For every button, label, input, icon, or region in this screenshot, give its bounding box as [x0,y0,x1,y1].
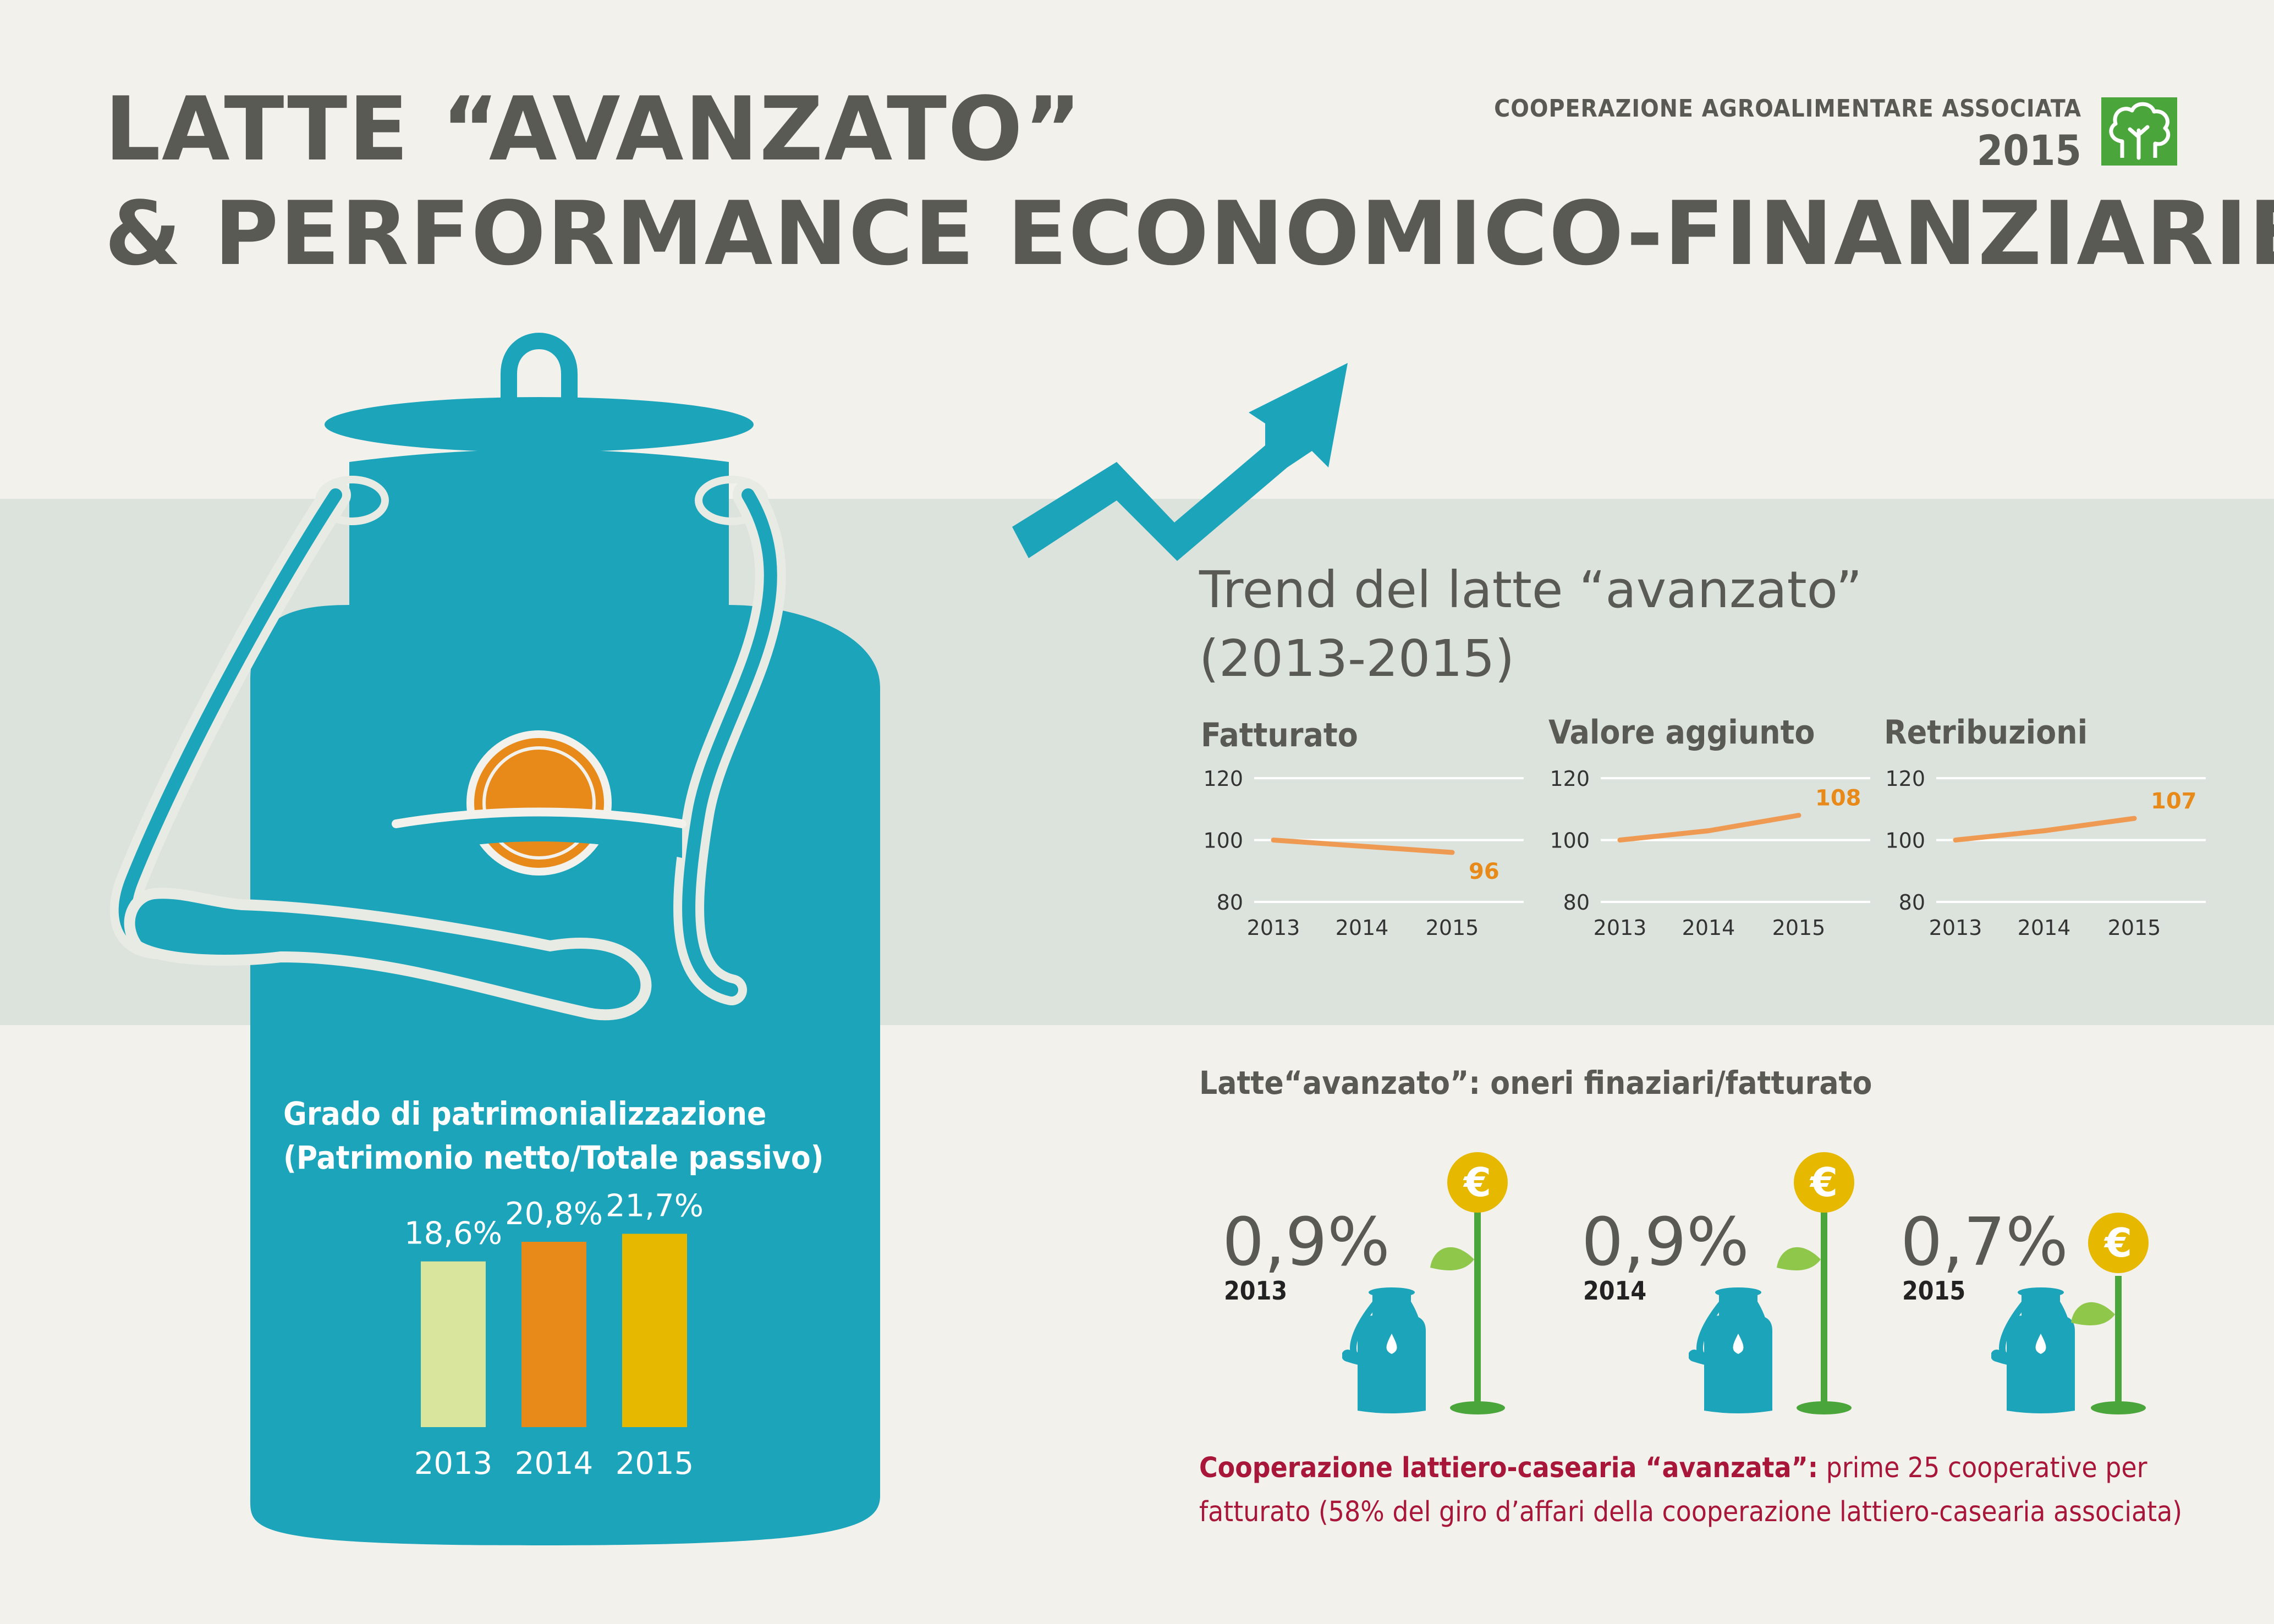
bar-category-label: 2013 [414,1446,493,1482]
svg-text:€: € [2103,1220,2132,1266]
x-tick-label: 2014 [1336,916,1389,940]
can-coin-plant-icon-2014: € [1689,1152,1854,1414]
oneri-year-2015: 2015 [1902,1276,1966,1306]
capitalization-label-line-1: Grado di patrimonializzazione [283,1095,767,1132]
x-tick-label: 2015 [1772,916,1826,940]
mini-can-icon [1991,1287,2075,1413]
data-label: 108 [1815,786,1861,811]
organization-block: COOPERAZIONE AGROALIMENTARE ASSOCIATA 20… [1494,95,2081,175]
title-line-2: & PERFORMANCE ECONOMICO-FINANZIARIE [105,182,2274,285]
x-tick-label: 2014 [2018,916,2071,940]
chart-title-valore-aggiunto: Valore aggiunto [1548,713,1815,752]
y-tick-label: 80 [1899,890,1925,915]
footnote-bold: Cooperazione lattiero-casearia “avanzata… [1199,1452,1819,1484]
coin-plant-icon: € [1777,1152,1854,1414]
y-tick-label: 120 [1550,767,1590,791]
milk-can-illustration [109,333,880,1545]
y-tick-label: 100 [1203,829,1243,853]
title-line-1: LATTE “AVANZATO” [105,78,1083,180]
page-title: LATTE “AVANZATO” & PERFORMANCE ECONOMICO… [105,77,2274,286]
bar-category-label: 2015 [616,1446,694,1482]
organization-year: 2015 [1976,126,2081,175]
x-tick-label: 2013 [1247,916,1300,940]
x-tick-label: 2013 [1929,916,1982,940]
coin-plant-icon: € [2071,1213,2149,1414]
mini-can-icon [1342,1287,1426,1413]
oneri-year-2014: 2014 [1583,1276,1647,1306]
trend-title-line-2: (2013-2015) [1199,629,1515,688]
can-coin-plant-icon-2013: € [1342,1152,1508,1414]
y-tick-label: 100 [1885,829,1925,853]
data-label: 96 [1469,859,1499,884]
organization-name: COOPERAZIONE AGROALIMENTARE ASSOCIATA [1494,95,2081,123]
bar [421,1261,486,1427]
capitalization-label: Grado di patrimonializzazione (Patrimoni… [283,1092,824,1180]
x-tick-label: 2014 [1682,916,1735,940]
y-tick-label: 120 [1885,767,1925,791]
chart-title-retribuzioni: Retribuzioni [1884,713,2088,752]
y-tick-label: 80 [1563,890,1590,915]
footnote-text: prime 25 cooperative per fatturato (58% … [1199,1452,2183,1528]
oneri-value-2013: 0,9% [1222,1204,1390,1281]
series-line [1953,816,2137,843]
trend-title-line-1: Trend del latte “avanzato” [1199,560,1863,619]
y-tick-label: 80 [1217,890,1243,915]
bar-value-label: 20,8% [505,1196,603,1232]
oneri-value-2014: 0,9% [1581,1204,1749,1281]
trend-title: Trend del latte “avanzato” (2013-2015) [1199,555,1862,693]
data-label: 107 [2151,789,2197,814]
y-tick-label: 100 [1550,829,1590,853]
bar-value-label: 18,6% [404,1216,502,1252]
tree-logo-icon [2101,97,2177,166]
can-coin-plant-icon-2015: € [1991,1213,2149,1414]
bar-value-label: 21,7% [606,1188,704,1224]
series-line [1271,838,1455,855]
series-line [1617,813,1801,843]
svg-text:€: € [1809,1159,1838,1205]
footnote: Cooperazione lattiero-casearia “avanzata… [1199,1446,2244,1534]
rising-arrow-icon [1012,363,1348,561]
bar-category-label: 2014 [515,1446,594,1482]
coin-plant-icon: € [1430,1152,1508,1414]
oneri-year-2013: 2013 [1224,1276,1288,1306]
x-tick-label: 2015 [2108,916,2161,940]
chart-title-fatturato: Fatturato [1201,716,1358,755]
svg-text:€: € [1463,1159,1491,1205]
x-tick-label: 2013 [1594,916,1647,940]
x-tick-label: 2015 [1426,916,1479,940]
y-tick-label: 120 [1203,767,1243,791]
oneri-title: Latte“avanzato”: oneri finaziari/fattura… [1199,1064,1872,1102]
capitalization-bar-chart: 18,6% 2013 20,8% 2014 21,7% 2015 [404,1188,704,1482]
capitalization-label-line-2: (Patrimonio netto/Totale passivo) [283,1139,824,1176]
bar [521,1242,586,1427]
mini-can-icon [1689,1287,1772,1413]
bar [622,1234,687,1427]
oneri-value-2015: 0,7% [1901,1204,2068,1281]
